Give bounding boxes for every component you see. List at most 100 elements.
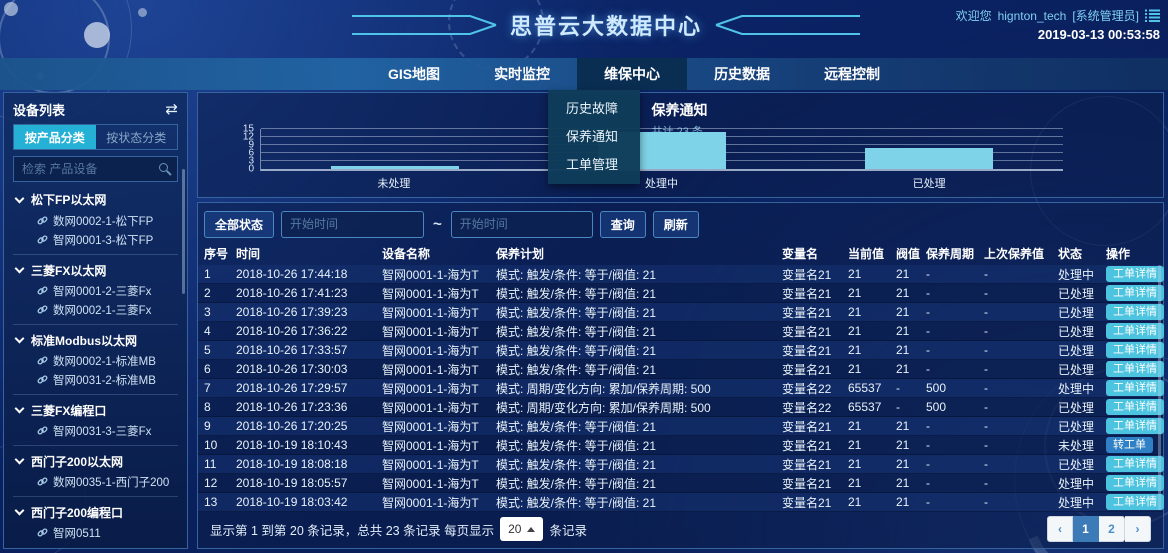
work-order-button[interactable]: 工单详情	[1106, 266, 1164, 282]
tree-item[interactable]: 三菱FX以太网	[13, 254, 178, 281]
nav-item[interactable]: 实时监控	[494, 66, 551, 82]
tree-item[interactable]: 数网0002-1-标准MB	[13, 351, 178, 370]
tree-item[interactable]: 西门子200编程口	[13, 496, 178, 523]
chevron-down-icon	[14, 263, 25, 274]
chevron-down-icon	[14, 505, 25, 516]
cell-threshold: -	[896, 400, 900, 414]
cell-no: 8	[204, 400, 211, 414]
next-page-button[interactable]: ›	[1125, 516, 1151, 542]
cell-last-value: -	[984, 476, 988, 490]
cell-time: 2018-10-19 18:03:42	[236, 495, 348, 509]
cell-last-value: -	[984, 381, 988, 395]
swap-arrows-icon[interactable]: ⇄	[165, 100, 178, 118]
page-size-value: 20	[508, 522, 522, 536]
work-order-button[interactable]: 工单详情	[1106, 475, 1164, 491]
cell-plan: 模式: 触发/条件: 等于/阀值: 21	[496, 286, 657, 301]
tree-item[interactable]: 智网0001-3-松下FP	[13, 230, 178, 249]
nav-item[interactable]: 远程控制	[824, 66, 881, 82]
sidebar-tab[interactable]: 按状态分类	[95, 125, 177, 149]
work-order-button[interactable]: 转工单	[1106, 437, 1153, 453]
menu-list-icon[interactable]	[1145, 9, 1160, 22]
status-filter-button[interactable]: 全部状态	[204, 210, 275, 238]
cell-no: 11	[204, 457, 217, 471]
caret-up-icon	[527, 526, 536, 532]
tree-item[interactable]: 三菱FX编程口	[13, 394, 178, 421]
cell-cycle: -	[926, 438, 930, 452]
tree-item-label: 智网0031-3-三菱Fx	[53, 425, 152, 438]
device-search-input[interactable]	[13, 156, 178, 182]
cell-cycle: -	[926, 457, 930, 471]
work-order-button[interactable]: 工单详情	[1106, 456, 1164, 472]
work-order-button[interactable]: 工单详情	[1106, 342, 1164, 358]
cell-no: 9	[204, 419, 211, 433]
table-row: 5 2018-10-26 17:33:57 智网0001-1-海为T 模式: 触…	[198, 341, 1164, 360]
tree-item[interactable]: 智网0031-2-标准MB	[13, 370, 178, 389]
cell-last-value: -	[984, 286, 988, 300]
cell-action: 工单详情	[1106, 285, 1166, 301]
nav-item[interactable]: GIS地图	[387, 66, 441, 82]
chevron-down-icon	[14, 403, 25, 414]
page-size-select[interactable]: 20	[500, 517, 544, 541]
cell-time: 2018-10-19 18:10:43	[236, 438, 348, 452]
chart-plot: 0 3 6 9 12 15	[243, 124, 1063, 175]
sidebar-tab[interactable]: 按产品分类	[14, 125, 96, 149]
sidebar-search	[13, 156, 178, 182]
work-order-button[interactable]: 工单详情	[1106, 418, 1164, 434]
tree-item-label: 智网0511	[53, 527, 101, 540]
column-header: 序号	[204, 246, 229, 261]
nav-item[interactable]: 维保中心	[577, 58, 688, 90]
start-time-input[interactable]	[281, 210, 425, 238]
tree-item[interactable]: 智网0001-2-三菱Fx	[13, 281, 178, 300]
nav-item[interactable]: 历史数据	[714, 66, 771, 82]
refresh-button[interactable]: 刷新	[652, 210, 699, 238]
query-button[interactable]: 查询	[599, 210, 646, 238]
column-header: 设备名称	[382, 246, 431, 261]
maintenance-table-panel: 全部状态 ~ 查询 刷新 序号 时间 设备名称 保养计划 变量名 当前值 阀值 …	[197, 202, 1164, 549]
dropdown-menu-item[interactable]: 工单管理	[566, 157, 619, 172]
tree-item[interactable]: 西门子200以太网	[13, 445, 178, 472]
column-header: 变量名	[782, 246, 819, 261]
work-order-button[interactable]: 工单详情	[1106, 304, 1164, 320]
y-tick-label: 3	[248, 155, 254, 167]
cell-time: 2018-10-26 17:20:25	[236, 419, 348, 433]
tree-item[interactable]: 数网0035-1-西门子200	[13, 472, 178, 491]
tree-item[interactable]: 标准Modbus以太网	[13, 324, 178, 351]
work-order-button[interactable]: 工单详情	[1106, 399, 1164, 415]
dropdown-menu-item[interactable]: 保养通知	[566, 129, 619, 144]
cell-time: 2018-10-26 17:29:57	[236, 381, 348, 395]
cell-action: 工单详情	[1106, 304, 1166, 320]
work-order-button[interactable]: 工单详情	[1106, 494, 1164, 510]
cell-no: 12	[204, 476, 218, 490]
tree-item[interactable]: 智网0031-3-三菱Fx	[13, 421, 178, 440]
end-time-input[interactable]	[450, 210, 593, 238]
y-tick-label: 6	[248, 147, 254, 159]
cell-current: 65537	[848, 400, 882, 414]
work-order-button[interactable]: 工单详情	[1106, 380, 1164, 396]
tree-item[interactable]: 数网0002-1-松下FP	[13, 211, 178, 230]
prev-page-button[interactable]: ‹	[1047, 516, 1073, 542]
page-number-button[interactable]: 1	[1073, 516, 1099, 542]
cell-variable: 变量名21	[782, 438, 832, 453]
tree-item[interactable]: 智网0511	[13, 523, 178, 542]
table-body: 1 2018-10-26 17:44:18 智网0001-1-海为T 模式: 触…	[198, 265, 1166, 512]
work-order-button[interactable]: 工单详情	[1106, 323, 1164, 339]
cell-variable: 变量名21	[782, 343, 832, 358]
cell-no: 10	[204, 438, 218, 452]
tree-item-label: 西门子200以太网	[31, 454, 124, 469]
cell-cycle: -	[926, 362, 930, 376]
cell-time: 2018-10-26 17:23:36	[236, 400, 348, 414]
tree-item[interactable]: 松下FP以太网	[13, 188, 178, 211]
work-order-button[interactable]: 工单详情	[1106, 285, 1164, 301]
cell-device: 智网0001-1-海为T	[382, 267, 479, 282]
table-row: 12 2018-10-19 18:05:57 智网0001-1-海为T 模式: …	[198, 474, 1164, 493]
table-scrollbar[interactable]	[1158, 265, 1161, 510]
work-order-button[interactable]: 工单详情	[1106, 361, 1164, 377]
sidebar-scrollbar[interactable]	[182, 169, 185, 294]
pagination: ‹ 1 2 ›	[1047, 516, 1151, 542]
cell-plan: 模式: 触发/条件: 等于/阀值: 21	[496, 362, 657, 377]
dropdown-menu-item[interactable]: 历史故障	[566, 101, 619, 116]
tree-item[interactable]: 数网0002-1-三菱Fx	[13, 300, 178, 319]
page-number-button[interactable]: 2	[1099, 516, 1125, 542]
table-row: 6 2018-10-26 17:30:03 智网0001-1-海为T 模式: 触…	[198, 360, 1164, 379]
tree-item-label: 数网0035-1-西门子200	[53, 476, 170, 489]
